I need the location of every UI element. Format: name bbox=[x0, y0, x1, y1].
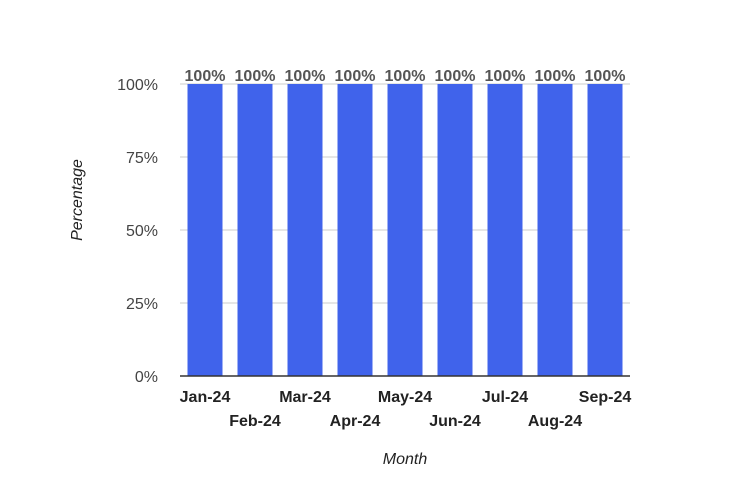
data-label: 100% bbox=[235, 68, 276, 85]
bar-jul-24 bbox=[487, 84, 523, 376]
x-tick-label: Jul-24 bbox=[482, 389, 528, 406]
y-axis-ticks: 0% 25% 50% 75% 100% bbox=[117, 77, 158, 386]
x-tick-label: Jun-24 bbox=[429, 413, 481, 430]
bar-mar-24 bbox=[287, 84, 323, 376]
x-tick-label: May-24 bbox=[378, 389, 432, 406]
bar-aug-24 bbox=[537, 84, 573, 376]
bar-apr-24 bbox=[337, 84, 373, 376]
x-axis-title: Month bbox=[383, 451, 428, 468]
x-axis-ticks: Jan-24 Feb-24 Mar-24 Apr-24 May-24 Jun-24Jul-… bbox=[180, 389, 632, 430]
data-label: 100% bbox=[435, 68, 476, 85]
x-tick-label: Feb-24 bbox=[229, 413, 281, 430]
data-labels: 100% 100% 100% 100% 100% 100% 100% 100% 100% bbox=[185, 68, 626, 85]
data-label: 100% bbox=[285, 68, 326, 85]
data-label: 100% bbox=[485, 68, 526, 85]
y-tick-label: 75% bbox=[126, 150, 158, 167]
y-tick-label: 100% bbox=[117, 77, 158, 94]
bar-sep-24 bbox=[587, 84, 623, 376]
x-tick-label: Apr-24 bbox=[330, 413, 381, 430]
bar-jun-24 bbox=[437, 84, 473, 376]
data-label: 100% bbox=[185, 68, 226, 85]
data-label: 100% bbox=[535, 68, 576, 85]
data-label: 100% bbox=[585, 68, 626, 85]
y-tick-label: 50% bbox=[126, 223, 158, 240]
bar-may-24 bbox=[387, 84, 423, 376]
y-tick-label: 0% bbox=[135, 369, 158, 386]
bar-feb-24 bbox=[237, 84, 273, 376]
y-axis-title: Percentage bbox=[69, 159, 86, 241]
x-tick-label: Mar-24 bbox=[279, 389, 331, 406]
x-tick-label: Sep-24 bbox=[579, 389, 632, 406]
x-tick-label: Jan-24 bbox=[180, 389, 231, 406]
x-tick-label: Aug-24 bbox=[528, 413, 582, 430]
bars bbox=[187, 84, 623, 376]
data-label: 100% bbox=[335, 68, 376, 85]
bar-jan-24 bbox=[187, 84, 223, 376]
data-label: 100% bbox=[385, 68, 426, 85]
y-tick-label: 25% bbox=[126, 296, 158, 313]
